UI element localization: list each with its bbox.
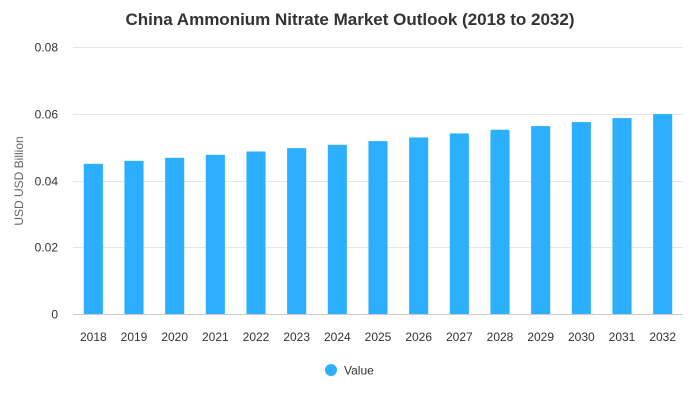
bar[interactable] [205, 154, 225, 314]
x-axis-ticks: 2018 2019 2020 2021 2022 2023 2024 2025 2026 2027… [80, 330, 676, 344]
bar[interactable] [368, 141, 388, 314]
x-tick-label: 2020 [161, 330, 188, 344]
x-tick-label: 2022 [243, 330, 270, 344]
x-tick-label: 2018 [80, 330, 107, 344]
x-tick-label: 2028 [487, 330, 514, 344]
x-tick-label: 2032 [649, 330, 676, 344]
bar[interactable] [653, 114, 673, 314]
bar[interactable] [287, 148, 307, 314]
bar[interactable] [327, 144, 347, 314]
x-tick-label: 2031 [609, 330, 636, 344]
legend-label[interactable]: Value [344, 364, 374, 378]
bar[interactable] [531, 126, 551, 314]
x-tick-label: 2024 [324, 330, 351, 344]
bar[interactable] [571, 122, 591, 314]
chart-title: China Ammonium Nitrate Market Outlook (2… [125, 10, 574, 29]
y-tick-label: 0 [51, 308, 58, 322]
bar[interactable] [612, 118, 632, 314]
y-axis-ticks: 0 0.02 0.04 0.06 0.08 [35, 41, 59, 322]
x-tick-label: 2025 [365, 330, 392, 344]
bar-series [83, 114, 673, 314]
bar[interactable] [409, 137, 429, 314]
x-tick-label: 2019 [121, 330, 148, 344]
bar[interactable] [124, 160, 144, 314]
bar[interactable] [165, 157, 185, 314]
y-tick-label: 0.02 [35, 241, 59, 255]
x-tick-label: 2026 [405, 330, 432, 344]
bar[interactable] [490, 129, 510, 314]
legend-marker[interactable] [325, 364, 337, 376]
x-tick-label: 2021 [202, 330, 229, 344]
bar[interactable] [83, 163, 103, 314]
y-tick-label: 0.08 [35, 41, 59, 55]
x-tick-label: 2023 [283, 330, 310, 344]
x-tick-label: 2030 [568, 330, 595, 344]
bar[interactable] [246, 151, 266, 314]
y-axis-label: USD USD Billion [12, 136, 26, 225]
bar[interactable] [449, 133, 469, 314]
x-tick-label: 2029 [527, 330, 554, 344]
legend[interactable]: Value [325, 364, 374, 378]
y-tick-label: 0.04 [35, 175, 59, 189]
y-tick-label: 0.06 [35, 108, 59, 122]
x-tick-label: 2027 [446, 330, 473, 344]
